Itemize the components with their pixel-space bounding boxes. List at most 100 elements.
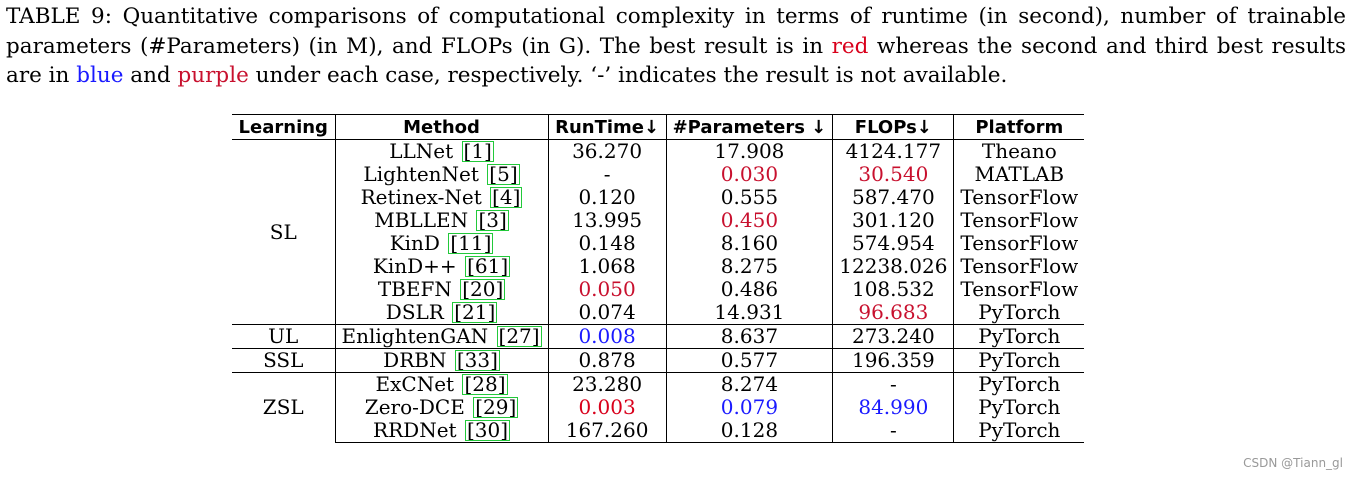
runtime-cell: 23.280 bbox=[547, 372, 667, 396]
params-cell: 14.931 bbox=[665, 301, 834, 325]
header-row: Learning Method RunTime↓ #Parameters ↓ F… bbox=[232, 114, 1085, 140]
header-platform: Platform bbox=[953, 114, 1085, 140]
params-cell: 0.450 bbox=[665, 209, 834, 232]
runtime-cell: 0.120 bbox=[547, 186, 667, 209]
method-cell: DRBN [33] bbox=[334, 348, 549, 373]
citation-link[interactable]: [27] bbox=[496, 324, 542, 348]
header-method: Method bbox=[334, 114, 549, 140]
caption-prefix: TABLE 9: Quantitative comparisons of com… bbox=[6, 4, 1346, 59]
flops-cell: 196.359 bbox=[832, 348, 955, 373]
learning-cell: SSL bbox=[232, 348, 336, 373]
flops-cell: 96.683 bbox=[832, 301, 955, 325]
params-cell: 8.274 bbox=[665, 372, 834, 396]
platform-cell: TensorFlow bbox=[953, 232, 1085, 255]
citation-link[interactable]: [33] bbox=[454, 348, 500, 372]
method-cell: KinD [11] bbox=[335, 231, 549, 255]
citation-link[interactable]: [21] bbox=[452, 300, 498, 324]
params-cell: 0.486 bbox=[665, 278, 834, 301]
params-cell: 8.637 bbox=[665, 324, 834, 349]
table-row: KinD++ [61] 1.068 8.275 12238.026 TensorFlow bbox=[232, 254, 1085, 278]
params-cell: 0.079 bbox=[665, 396, 834, 419]
learning-cell: UL bbox=[232, 324, 336, 349]
citation-number: 33 bbox=[464, 348, 491, 372]
citation-link[interactable]: [1] bbox=[461, 139, 494, 163]
citation-link[interactable]: [11] bbox=[448, 231, 494, 255]
flops-cell: 84.990 bbox=[832, 396, 955, 419]
params-cell: 17.908 bbox=[665, 139, 834, 163]
citation-number: 4 bbox=[499, 185, 513, 209]
comparison-table: Learning Method RunTime↓ #Parameters ↓ F… bbox=[232, 114, 1085, 443]
citation-link[interactable]: [29] bbox=[473, 395, 519, 419]
caption-middle1: whereas the second and third best result… bbox=[6, 33, 1346, 89]
table-row: SL LLNet [1] 36.270 17.908 4124.177 Theano bbox=[232, 139, 1085, 325]
citation-number: 61 bbox=[474, 254, 501, 278]
runtime-cell: 36.270 bbox=[547, 139, 667, 163]
table-row: LightenNet [5] -0.030 30.540 MATLAB bbox=[232, 162, 1085, 186]
table-row: DSLR [21] 0.074 14.931 96.683 PyTorch bbox=[232, 300, 1085, 325]
citation-number: 27 bbox=[506, 324, 532, 348]
platform-cell: TensorFlow bbox=[953, 209, 1085, 232]
platform-cell: TensorFlow bbox=[953, 278, 1085, 301]
method-name: MBLLEN bbox=[374, 208, 469, 232]
citation-link[interactable]: [5] bbox=[487, 162, 520, 186]
table-row: MBLLEN [3] 13.995 0.450 301.120 TensorFlow bbox=[232, 208, 1085, 232]
citation-number: 29 bbox=[483, 395, 509, 419]
group-ssl: SSL DRBN [33] 0.878 0.577 196.359 PyTorch bbox=[232, 348, 1085, 373]
method-name: RRDNet bbox=[373, 418, 457, 442]
group-ul: UL EnlightenGAN [27] 0.008 8.637 273.240 PyTo… bbox=[232, 324, 1085, 349]
citation-link[interactable]: [30] bbox=[464, 418, 511, 442]
citation-link[interactable]: [61] bbox=[465, 254, 511, 278]
flops-cell: - bbox=[832, 372, 955, 396]
citation-link[interactable]: [28] bbox=[462, 372, 508, 396]
caption-word-blue: blue bbox=[76, 63, 124, 88]
method-cell: MBLLEN [3] bbox=[335, 208, 549, 232]
citation-number: 21 bbox=[462, 300, 488, 324]
citation-number: 3 bbox=[486, 208, 499, 232]
caption-suffix: under each case, respectively. ‘-’ indic… bbox=[248, 63, 1008, 88]
runtime-cell: 167.260 bbox=[547, 419, 667, 443]
params-cell: 0.555 bbox=[665, 186, 834, 209]
method-cell: DSLR [21] bbox=[335, 300, 549, 325]
method-name: TBEFN bbox=[377, 277, 452, 301]
method-name: DSLR bbox=[385, 300, 444, 324]
method-name: EnlightenGAN bbox=[341, 324, 489, 348]
params-cell: 0.030 bbox=[665, 163, 834, 186]
method-cell: Zero-DCE [29] bbox=[335, 395, 549, 419]
runtime-cell: - bbox=[547, 163, 667, 186]
runtime-cell: 0.050 bbox=[547, 278, 667, 301]
table-row: SSL DRBN [33] 0.878 0.577 196.359 PyTorch bbox=[232, 348, 1085, 373]
runtime-cell: 0.074 bbox=[547, 301, 667, 325]
header-flops: FLOPs↓ bbox=[832, 114, 955, 140]
platform-cell: PyTorch bbox=[953, 372, 1085, 396]
method-name: KinD bbox=[389, 231, 440, 255]
method-name: KinD++ bbox=[372, 254, 457, 278]
table-caption: TABLE 9: Quantitative comparisons of com… bbox=[6, 2, 1346, 91]
citation-link[interactable]: [20] bbox=[460, 277, 506, 301]
flops-cell: 574.954 bbox=[832, 232, 955, 255]
platform-cell: TensorFlow bbox=[953, 255, 1085, 278]
table-row: RRDNet [30] 167.260 0.128- PyTorch bbox=[232, 418, 1085, 443]
runtime-cell: 0.148 bbox=[547, 232, 667, 255]
method-cell: Retinex-Net [4] bbox=[335, 185, 549, 209]
table-row: UL EnlightenGAN [27] 0.008 8.637 273.240 PyTo… bbox=[232, 324, 1085, 349]
flops-cell: - bbox=[832, 419, 955, 443]
runtime-cell: 0.003 bbox=[547, 396, 667, 419]
platform-cell: TensorFlow bbox=[953, 186, 1085, 209]
table-row: ZSL ExCNet [28] 23.280 8.274- PyTorch bbox=[232, 372, 1085, 443]
platform-cell: PyTorch bbox=[953, 419, 1085, 443]
citation-link[interactable]: [4] bbox=[490, 185, 523, 209]
method-name: LLNet bbox=[389, 139, 454, 163]
method-cell: LLNet [1] bbox=[334, 139, 549, 163]
citation-number: 30 bbox=[474, 418, 501, 442]
learning-cell: SL bbox=[232, 139, 336, 325]
method-cell: EnlightenGAN [27] bbox=[334, 324, 549, 349]
flops-cell: 273.240 bbox=[832, 324, 955, 349]
runtime-cell: 13.995 bbox=[547, 209, 667, 232]
caption-word-red: red bbox=[831, 33, 869, 59]
flops-cell: 30.540 bbox=[832, 163, 955, 186]
method-name: DRBN bbox=[383, 348, 447, 372]
flops-cell: 4124.177 bbox=[832, 139, 955, 163]
table-row: KinD [11] 0.148 8.160 574.954 TensorFlow bbox=[232, 231, 1085, 255]
method-name: Retinex-Net bbox=[360, 185, 482, 209]
citation-link[interactable]: [3] bbox=[476, 208, 509, 232]
